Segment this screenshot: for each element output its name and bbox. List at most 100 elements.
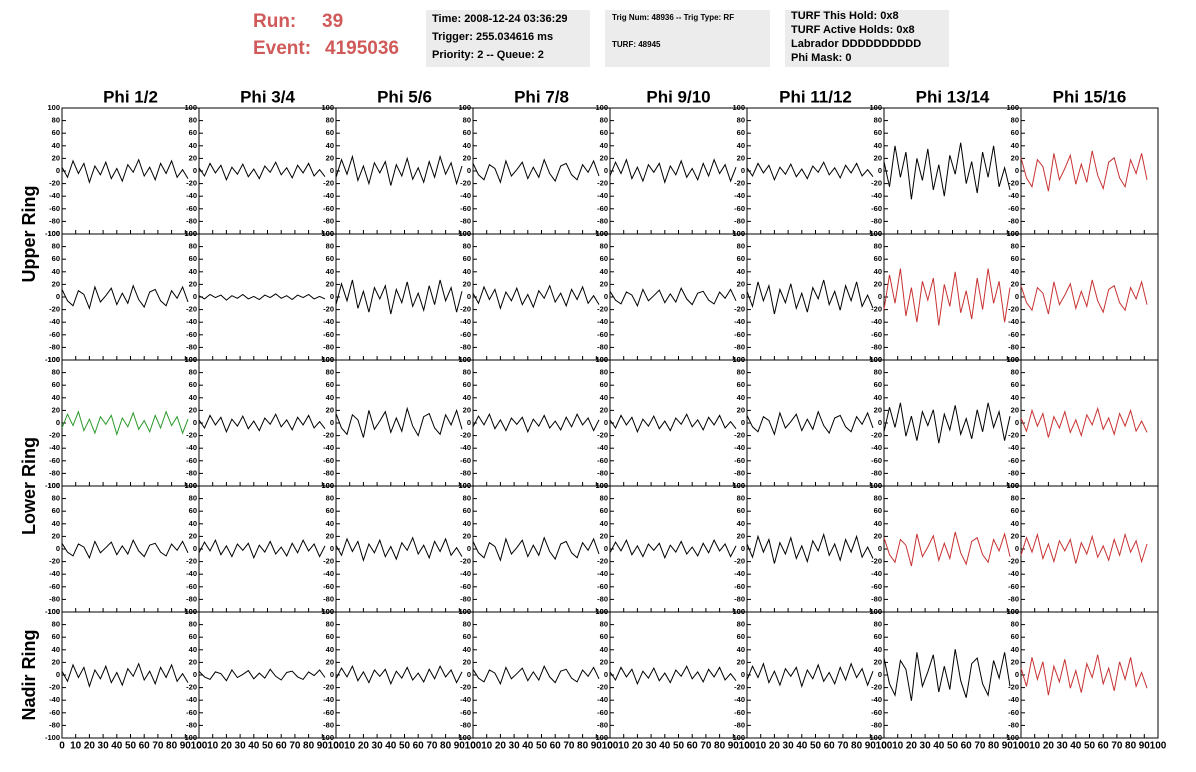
y-tick-label: -20 <box>734 683 745 692</box>
waveform <box>335 406 463 438</box>
y-tick-label: 20 <box>326 657 334 666</box>
y-tick-label: 80 <box>737 116 745 125</box>
y-tick-label: 80 <box>737 368 745 377</box>
y-tick-label: 40 <box>874 141 882 150</box>
x-tick-label: 0 <box>470 741 476 752</box>
y-tick-label: -20 <box>1008 431 1019 440</box>
y-tick-label: -60 <box>1008 708 1019 717</box>
x-tick-label: 0 <box>607 741 613 752</box>
y-tick-label: -20 <box>186 557 197 566</box>
y-tick-label: 100 <box>47 229 60 238</box>
info-line: Trig Num: 48936 -- Trig Type: RF <box>612 13 734 22</box>
x-tick-label: 30 <box>646 741 658 752</box>
y-tick-label: -40 <box>734 317 745 326</box>
y-tick-label: -20 <box>323 431 334 440</box>
waveform <box>198 668 326 682</box>
y-tick-label: -40 <box>323 443 334 452</box>
y-tick-label: 20 <box>874 153 882 162</box>
info-line: TURF Active Holds: 0x8 <box>791 24 915 36</box>
waveform <box>609 665 737 686</box>
x-tick-label: 10 <box>207 741 219 752</box>
y-tick-label: 100 <box>1006 355 1019 364</box>
y-tick-label: 20 <box>189 531 197 540</box>
y-tick-label: 20 <box>874 657 882 666</box>
y-tick-label: 0 <box>741 544 745 553</box>
waveform <box>746 662 874 688</box>
y-tick-label: -100 <box>182 355 197 364</box>
panel-frame <box>1020 107 1159 235</box>
y-tick-label: -40 <box>1008 695 1019 704</box>
x-tick-label: 90 <box>317 741 329 752</box>
y-tick-label: -20 <box>49 179 60 188</box>
y-tick-label: 60 <box>52 632 60 641</box>
x-tick-label: 10 <box>70 741 82 752</box>
y-tick-label: 100 <box>184 229 197 238</box>
y-tick-label: 60 <box>600 506 608 515</box>
y-tick-label: 60 <box>874 380 882 389</box>
y-tick-label: 100 <box>1006 481 1019 490</box>
y-tick-label: 60 <box>52 506 60 515</box>
x-tick-label: 70 <box>289 741 301 752</box>
y-tick-label: -40 <box>49 569 60 578</box>
y-tick-label: 40 <box>189 141 197 150</box>
panel-frame <box>883 485 1022 613</box>
y-tick-label: 100 <box>47 607 60 616</box>
y-tick-label: 0 <box>330 292 334 301</box>
y-tick-label: -40 <box>1008 569 1019 578</box>
y-tick-label: 80 <box>1011 116 1019 125</box>
y-tick-label: 80 <box>52 620 60 629</box>
y-tick-label: 20 <box>737 657 745 666</box>
x-tick-label: 40 <box>933 741 945 752</box>
y-tick-label: -60 <box>460 582 471 591</box>
y-tick-label: 100 <box>869 607 882 616</box>
y-tick-label: 0 <box>1015 544 1019 553</box>
y-tick-label: -80 <box>597 594 608 603</box>
panel-frame <box>746 611 885 739</box>
y-tick-label: -40 <box>597 443 608 452</box>
y-tick-label: 40 <box>1011 645 1019 654</box>
y-tick-label: 80 <box>463 368 471 377</box>
y-tick-label: 100 <box>732 229 745 238</box>
y-tick-label: -20 <box>186 305 197 314</box>
y-tick-label: -60 <box>597 204 608 213</box>
y-tick-label: 60 <box>326 254 334 263</box>
x-tick-label: 50 <box>947 741 959 752</box>
y-tick-label: -80 <box>49 216 60 225</box>
y-tick-label: -60 <box>49 456 60 465</box>
y-tick-label: -60 <box>871 456 882 465</box>
y-tick-label: 0 <box>467 418 471 427</box>
y-tick-label: 100 <box>595 607 608 616</box>
panel-frame <box>198 233 337 361</box>
y-tick-label: -100 <box>593 607 608 616</box>
y-tick-label: -60 <box>871 204 882 213</box>
y-tick-label: 100 <box>732 607 745 616</box>
panel-frame <box>609 359 748 487</box>
panel-frame <box>335 359 474 487</box>
y-tick-label: 20 <box>326 279 334 288</box>
info-line: Time: 2008-12-24 03:36:29 <box>432 13 568 25</box>
y-tick-label: 60 <box>737 128 745 137</box>
x-tick-label: 80 <box>1125 741 1137 752</box>
x-tick-label: 100 <box>739 741 756 752</box>
y-tick-label: 80 <box>52 368 60 377</box>
panel-frame <box>335 107 474 235</box>
waveform <box>1020 654 1148 696</box>
y-tick-label: 100 <box>184 355 197 364</box>
y-tick-label: 40 <box>600 645 608 654</box>
y-tick-label: 40 <box>326 141 334 150</box>
y-tick-label: 60 <box>326 128 334 137</box>
y-tick-label: 20 <box>600 531 608 540</box>
y-tick-label: -20 <box>460 431 471 440</box>
waveform <box>746 410 874 436</box>
waveform <box>1020 532 1148 564</box>
y-tick-label: -80 <box>49 342 60 351</box>
event-value: 4195036 <box>325 38 399 59</box>
run-value: 39 <box>322 11 343 32</box>
y-tick-label: 80 <box>1011 620 1019 629</box>
waveform <box>61 158 189 184</box>
y-tick-label: -80 <box>1008 720 1019 729</box>
y-tick-label: 40 <box>737 141 745 150</box>
y-tick-label: -40 <box>734 191 745 200</box>
